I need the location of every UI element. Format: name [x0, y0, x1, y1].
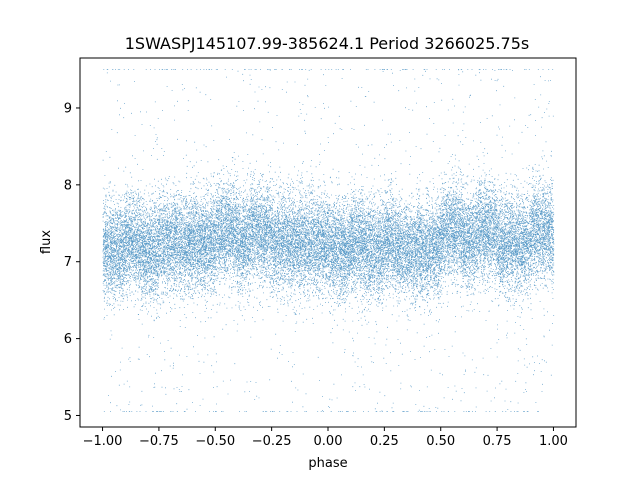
- x-tick-label: 0.25: [370, 434, 399, 449]
- x-tick-label: −1.00: [83, 434, 123, 449]
- y-tick-label: 6: [64, 332, 72, 347]
- x-tick-label: 0.75: [483, 434, 512, 449]
- x-tick-label: 0.50: [426, 434, 455, 449]
- x-tick-label: 0.00: [314, 434, 343, 449]
- y-tick-label: 7: [64, 255, 72, 270]
- scatter-points: [102, 69, 555, 412]
- x-axis-label: phase: [308, 456, 347, 471]
- y-axis-label: flux: [39, 230, 54, 254]
- x-tick-label: 1.00: [539, 434, 568, 449]
- x-axis: −1.00 −0.75 −0.50 −0.25 0.00 0.25 0.50 0.75 1.00: [83, 427, 568, 449]
- x-tick-label: −0.50: [195, 434, 235, 449]
- y-tick-label: 5: [64, 409, 72, 424]
- chart-title: 1SWASPJ145107.99-385624.1 Period 3266025…: [125, 34, 530, 53]
- y-axis: 5 6 7 8 9: [64, 101, 80, 424]
- y-tick-label: 8: [64, 178, 72, 193]
- x-tick-label: −0.75: [139, 434, 179, 449]
- x-tick-label: −0.25: [252, 434, 292, 449]
- y-tick-label: 9: [64, 101, 72, 116]
- scatter-point-cloud: [102, 69, 555, 412]
